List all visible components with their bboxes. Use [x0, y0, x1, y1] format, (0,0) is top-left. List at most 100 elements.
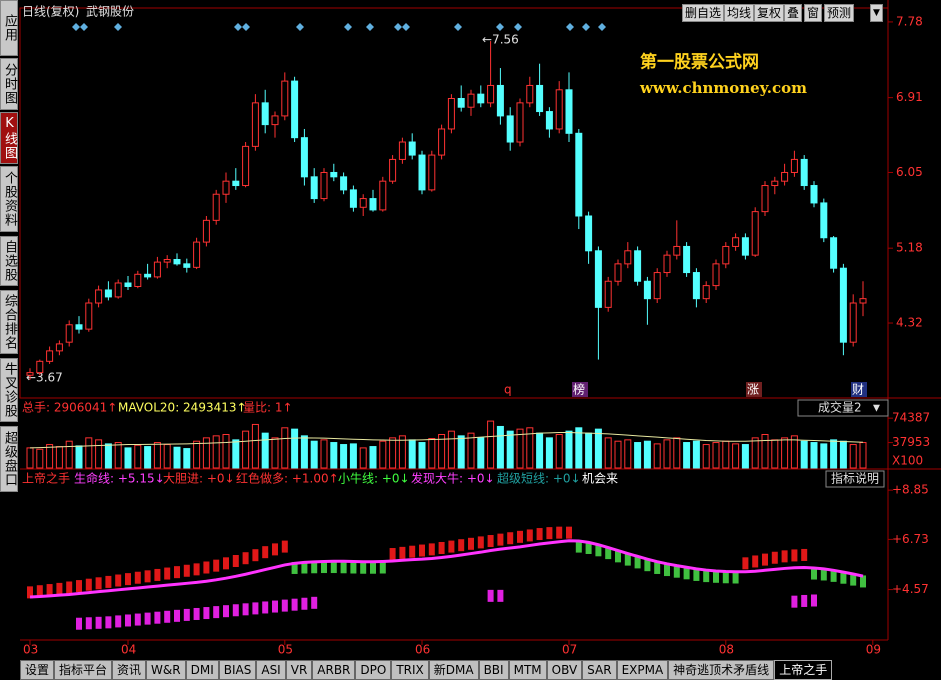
- candle-body: [751, 211, 759, 256]
- indicator-block: [389, 548, 396, 561]
- mavol-line: [29, 431, 864, 449]
- side-tab[interactable]: 个股资料: [0, 166, 18, 232]
- candle-body: [95, 289, 103, 304]
- indicator-block: [840, 571, 847, 584]
- chart: 日线(复权) 武钢股份 第一股票公式网 www.chnmoney.com ←7.…: [19, 0, 941, 657]
- side-tab[interactable]: 分时图: [0, 58, 18, 110]
- bottom-tab[interactable]: VR: [285, 660, 313, 680]
- volume-bar: [271, 437, 279, 469]
- candle-body: [810, 185, 818, 204]
- indicator-block: [370, 561, 376, 574]
- bottom-tab[interactable]: MTM: [508, 660, 547, 680]
- indicator-block: [85, 578, 92, 591]
- volume-bar: [820, 443, 828, 469]
- candle-body: [222, 180, 230, 195]
- side-tab[interactable]: 超级盘口: [0, 426, 18, 492]
- stock-name: 武钢股份: [86, 5, 134, 19]
- bottom-tab[interactable]: 新DMA: [428, 660, 479, 680]
- y-tick-label: +4.57: [892, 582, 929, 596]
- toolbar-button[interactable]: 删自选: [682, 4, 725, 22]
- help-button[interactable]: [825, 470, 885, 488]
- indicator-block: [605, 547, 612, 560]
- volume-bar: [771, 439, 779, 469]
- side-tab[interactable]: 综合排名: [0, 290, 18, 354]
- volume-bar: [859, 442, 867, 469]
- bottom-tab[interactable]: OBV: [546, 660, 583, 680]
- x-tick-label: 04: [121, 643, 136, 657]
- marker-bg: [851, 382, 867, 397]
- bottom-tab[interactable]: EXPMA: [616, 660, 669, 680]
- bottom-tab[interactable]: ASI: [256, 660, 286, 680]
- bottom-tab[interactable]: TRIX: [391, 660, 429, 680]
- watermark: www.chnmoney.com: [639, 79, 807, 97]
- indicator-select[interactable]: [797, 399, 889, 417]
- toolbar-button[interactable]: 预测: [824, 4, 855, 22]
- indicator-select-label[interactable]: 成交量2: [818, 400, 862, 415]
- bottom-tab[interactable]: DPO: [355, 660, 392, 680]
- dropdown-arrow[interactable]: ▼: [873, 404, 880, 414]
- candle-body: [428, 154, 436, 191]
- bottom-tab[interactable]: DMI: [185, 660, 219, 680]
- volume-bar: [202, 437, 210, 469]
- lifeline: [29, 539, 864, 599]
- bottom-tab[interactable]: ARBR: [312, 660, 356, 680]
- bottom-tab[interactable]: 设置: [20, 660, 55, 680]
- indicator-block: [487, 589, 494, 602]
- signal-diamond: [598, 23, 606, 31]
- volume-bar: [95, 439, 103, 469]
- candle-body: [447, 98, 455, 130]
- volume-bar: [330, 442, 338, 469]
- bottom-tab[interactable]: 资讯: [112, 660, 147, 680]
- side-tab[interactable]: 应用: [0, 0, 18, 56]
- candle-body: [251, 102, 259, 147]
- volume-bar: [369, 446, 377, 469]
- indicator-block: [419, 544, 425, 557]
- bottom-tab[interactable]: BBI: [478, 660, 509, 680]
- bottom-tab[interactable]: 神奇逃顶术矛盾线: [668, 660, 775, 680]
- bottom-tab[interactable]: BIAS: [218, 660, 257, 680]
- side-tab[interactable]: K线图: [0, 112, 18, 164]
- indicator-block: [46, 584, 53, 597]
- candle-body: [134, 273, 142, 287]
- candle-body: [683, 245, 691, 274]
- bottom-tab[interactable]: 指标平台: [54, 660, 113, 680]
- candle-body: [859, 298, 867, 304]
- indicator-block: [36, 585, 43, 598]
- y-tick-label: 4.32: [896, 316, 923, 330]
- indicator-block: [683, 567, 690, 580]
- candle-body: [114, 282, 122, 298]
- candle-body: [310, 176, 318, 200]
- indicator-block: [713, 570, 719, 583]
- volume-bar: [75, 445, 83, 469]
- volume-bar: [379, 440, 387, 469]
- volume-bar: [310, 440, 318, 469]
- bottom-tab[interactable]: W&R: [146, 660, 186, 680]
- volume-bar: [663, 439, 671, 469]
- toolbar-button[interactable]: 复权: [754, 4, 785, 22]
- toolbar-button[interactable]: 窗: [804, 4, 823, 22]
- help-label[interactable]: 指标说明: [831, 471, 879, 486]
- toolbar-button[interactable]: 均线: [724, 4, 755, 22]
- indicator-block: [546, 527, 553, 540]
- bottom-tab[interactable]: SAR: [582, 660, 617, 680]
- candle-body: [300, 137, 308, 178]
- indicator-block: [193, 563, 200, 576]
- indicator-block: [154, 611, 161, 624]
- volume-bar: [526, 427, 534, 469]
- candle-body: [163, 259, 171, 263]
- indicator-block: [232, 604, 239, 617]
- volume-bar: [604, 437, 612, 469]
- indicator-block: [115, 615, 122, 628]
- side-tab[interactable]: 自选股: [0, 236, 18, 286]
- side-tab[interactable]: 牛叉诊股: [0, 358, 18, 422]
- volume-bar: [291, 428, 299, 469]
- candle-body: [26, 372, 34, 376]
- bottom-tab[interactable]: 上帝之手: [774, 660, 833, 680]
- toolbar-dropdown[interactable]: ▼: [870, 4, 883, 22]
- candle-body: [457, 98, 465, 108]
- volume-bar: [673, 437, 681, 469]
- indicator-block: [252, 549, 259, 562]
- candle-body: [663, 254, 671, 274]
- toolbar-button[interactable]: 叠: [784, 4, 803, 22]
- indicator-block: [458, 539, 465, 552]
